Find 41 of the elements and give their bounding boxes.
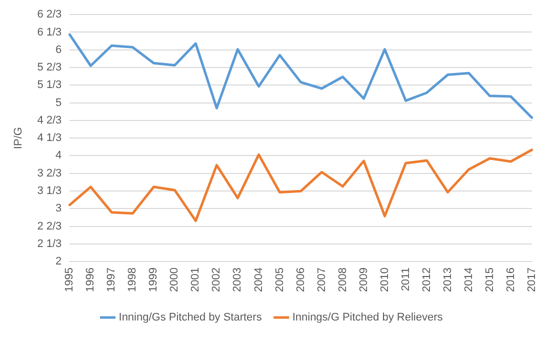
x-tick-label: 2006: [294, 268, 307, 292]
x-tick-label: 1996: [84, 268, 97, 292]
x-tick-label: 1997: [106, 268, 118, 292]
y-tick-label: 3: [56, 202, 62, 215]
y-axis-title: IP/G: [12, 127, 25, 150]
y-tick-label: 3 2/3: [37, 167, 62, 180]
x-tick-label: 2004: [252, 268, 265, 292]
y-tick-label: 2 2/3: [37, 220, 62, 232]
x-tick-label: 2007: [316, 268, 328, 292]
y-tick-label: 4: [56, 150, 62, 162]
x-tick-label: 1995: [64, 268, 76, 292]
x-tick-label: 1999: [148, 268, 160, 292]
y-tick-label: 6 1/3: [37, 26, 62, 38]
x-tick-label: 2012: [420, 268, 433, 292]
x-tick-label: 1998: [126, 268, 139, 292]
x-tick-label: 2003: [232, 268, 244, 292]
x-tick-label: 2002: [210, 268, 223, 292]
x-tick-label: 2005: [274, 268, 286, 292]
y-tick-label: 5 1/3: [37, 79, 62, 92]
y-tick-label: 5: [56, 96, 62, 109]
x-tick-label: 2009: [358, 268, 370, 292]
x-tick-label: 2014: [462, 268, 475, 292]
y-tick-label: 2 1/3: [37, 238, 62, 250]
x-tick-label: 2015: [484, 268, 496, 292]
y-tick-label: 6: [56, 44, 62, 56]
y-tick-label: 6 2/3: [37, 8, 62, 21]
y-tick-label: 5 2/3: [37, 62, 62, 74]
x-tick-label: 2017: [526, 268, 538, 292]
x-tick-label: 2010: [378, 268, 391, 292]
x-tick-label: 2011: [400, 268, 412, 292]
y-tick-label: 4 2/3: [37, 114, 62, 126]
x-tick-label: 2001: [190, 268, 202, 292]
y-tick-label: 4 1/3: [37, 132, 62, 144]
x-tick-label: 2013: [442, 268, 454, 292]
legend-label: Innings/G Pitched by Relievers: [292, 312, 444, 324]
x-tick-label: 2016: [504, 268, 517, 292]
y-tick-label: 3 1/3: [37, 185, 62, 198]
x-tick-label: 2000: [168, 268, 181, 292]
y-tick-label: 2: [56, 256, 62, 268]
x-tick-label: 2008: [336, 268, 349, 292]
legend-label: Inning/Gs Pitched by Starters: [118, 312, 262, 324]
